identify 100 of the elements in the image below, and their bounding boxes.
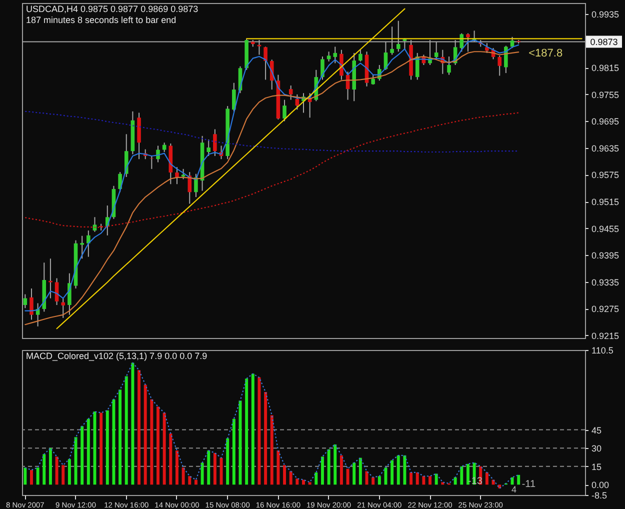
bar <box>36 468 40 485</box>
bar <box>340 455 343 485</box>
bar <box>434 474 438 485</box>
bar <box>80 426 84 485</box>
bar <box>283 465 286 485</box>
annotation: <187.8 <box>528 47 563 60</box>
bar <box>276 450 280 485</box>
candlestick <box>213 128 217 157</box>
bar <box>485 472 488 485</box>
bar <box>396 455 400 485</box>
candlestick <box>206 139 211 157</box>
bar <box>422 476 426 485</box>
y-tick-label: 0.9335 <box>592 277 620 288</box>
candlestick <box>124 134 128 178</box>
candlestick <box>498 55 502 76</box>
bar <box>372 477 375 485</box>
bar <box>131 362 134 485</box>
chart-title: USDCAD,H4 0.9875 0.9877 0.9869 0.9873 <box>26 4 198 14</box>
candlestick <box>447 56 451 76</box>
bar <box>68 459 71 485</box>
bar <box>460 466 464 485</box>
y-tick-label: 0.9755 <box>592 90 620 100</box>
y-tick-label: 0.9395 <box>592 250 620 261</box>
bar <box>124 376 128 485</box>
candlestick <box>320 56 324 80</box>
bar <box>100 412 103 485</box>
bar <box>410 472 413 485</box>
candlestick <box>371 74 375 86</box>
y-tick-label: 0.9635 <box>592 143 620 154</box>
bar <box>226 438 230 485</box>
bar <box>169 433 172 485</box>
bar <box>314 472 318 485</box>
bar <box>308 482 312 485</box>
y-tick-label: 45 <box>592 425 602 436</box>
bar <box>378 476 381 485</box>
y-tick-label: 15 <box>592 462 602 472</box>
y-tick-label: -8.5 <box>592 490 608 500</box>
bar <box>106 410 109 485</box>
annotation: -11 <box>522 479 536 490</box>
candlestick <box>232 82 236 112</box>
y-tick-label: 30 <box>592 444 602 454</box>
candlestick <box>333 46 338 64</box>
bar <box>232 418 236 485</box>
bar <box>213 452 216 485</box>
bar <box>264 392 268 485</box>
candlestick <box>118 172 122 193</box>
bar <box>74 437 78 485</box>
y-tick-label: 0.9275 <box>592 304 620 314</box>
bar <box>200 462 204 485</box>
candlestick <box>188 172 192 204</box>
bar <box>112 399 116 485</box>
candlestick <box>61 298 66 318</box>
bar <box>517 474 520 485</box>
candlestick <box>282 99 286 122</box>
candlestick <box>30 288 34 320</box>
bar <box>150 399 154 485</box>
bar <box>144 384 147 485</box>
bar <box>416 472 419 485</box>
bar <box>466 464 470 485</box>
bar <box>327 449 330 485</box>
bar <box>403 455 406 485</box>
y-tick-label: 0.9935 <box>592 10 620 20</box>
bar <box>188 476 192 485</box>
y-tick-label: 0.9575 <box>592 170 620 180</box>
bar <box>138 370 141 485</box>
bar <box>207 450 210 485</box>
candlestick <box>162 142 166 152</box>
bar <box>352 462 356 485</box>
y-tick-label: 0.9215 <box>592 330 620 341</box>
bar <box>118 390 122 485</box>
candlestick <box>80 235 84 260</box>
candlestick <box>86 230 90 258</box>
bar <box>48 448 52 485</box>
candlestick <box>466 32 470 52</box>
bar <box>86 418 90 485</box>
bar <box>24 468 27 485</box>
bar <box>296 478 299 485</box>
bar <box>42 454 46 485</box>
bar <box>358 458 362 485</box>
bar <box>156 406 160 485</box>
bar <box>270 415 274 485</box>
candlestick <box>288 85 293 100</box>
bar <box>175 450 178 485</box>
bar <box>258 377 261 485</box>
chart-title: MACD_Colored_v102 (5,13,1) 7.9 0.0 0.0 7.9 <box>26 351 208 361</box>
bar <box>320 456 324 485</box>
candlestick <box>150 156 154 170</box>
candlestick <box>504 45 508 74</box>
bar <box>251 374 254 485</box>
candlestick <box>264 46 268 80</box>
candlestick <box>68 272 72 316</box>
candlestick <box>181 168 186 180</box>
y-tick-label: 0.9815 <box>592 63 620 74</box>
y-tick-label: 0.9515 <box>592 197 620 207</box>
y-tick-label: 0.00 <box>592 480 610 490</box>
candlestick <box>415 52 420 80</box>
annotation: -13 <box>468 476 483 488</box>
bar <box>390 460 394 485</box>
candlestick <box>175 166 179 185</box>
bar <box>289 471 292 485</box>
